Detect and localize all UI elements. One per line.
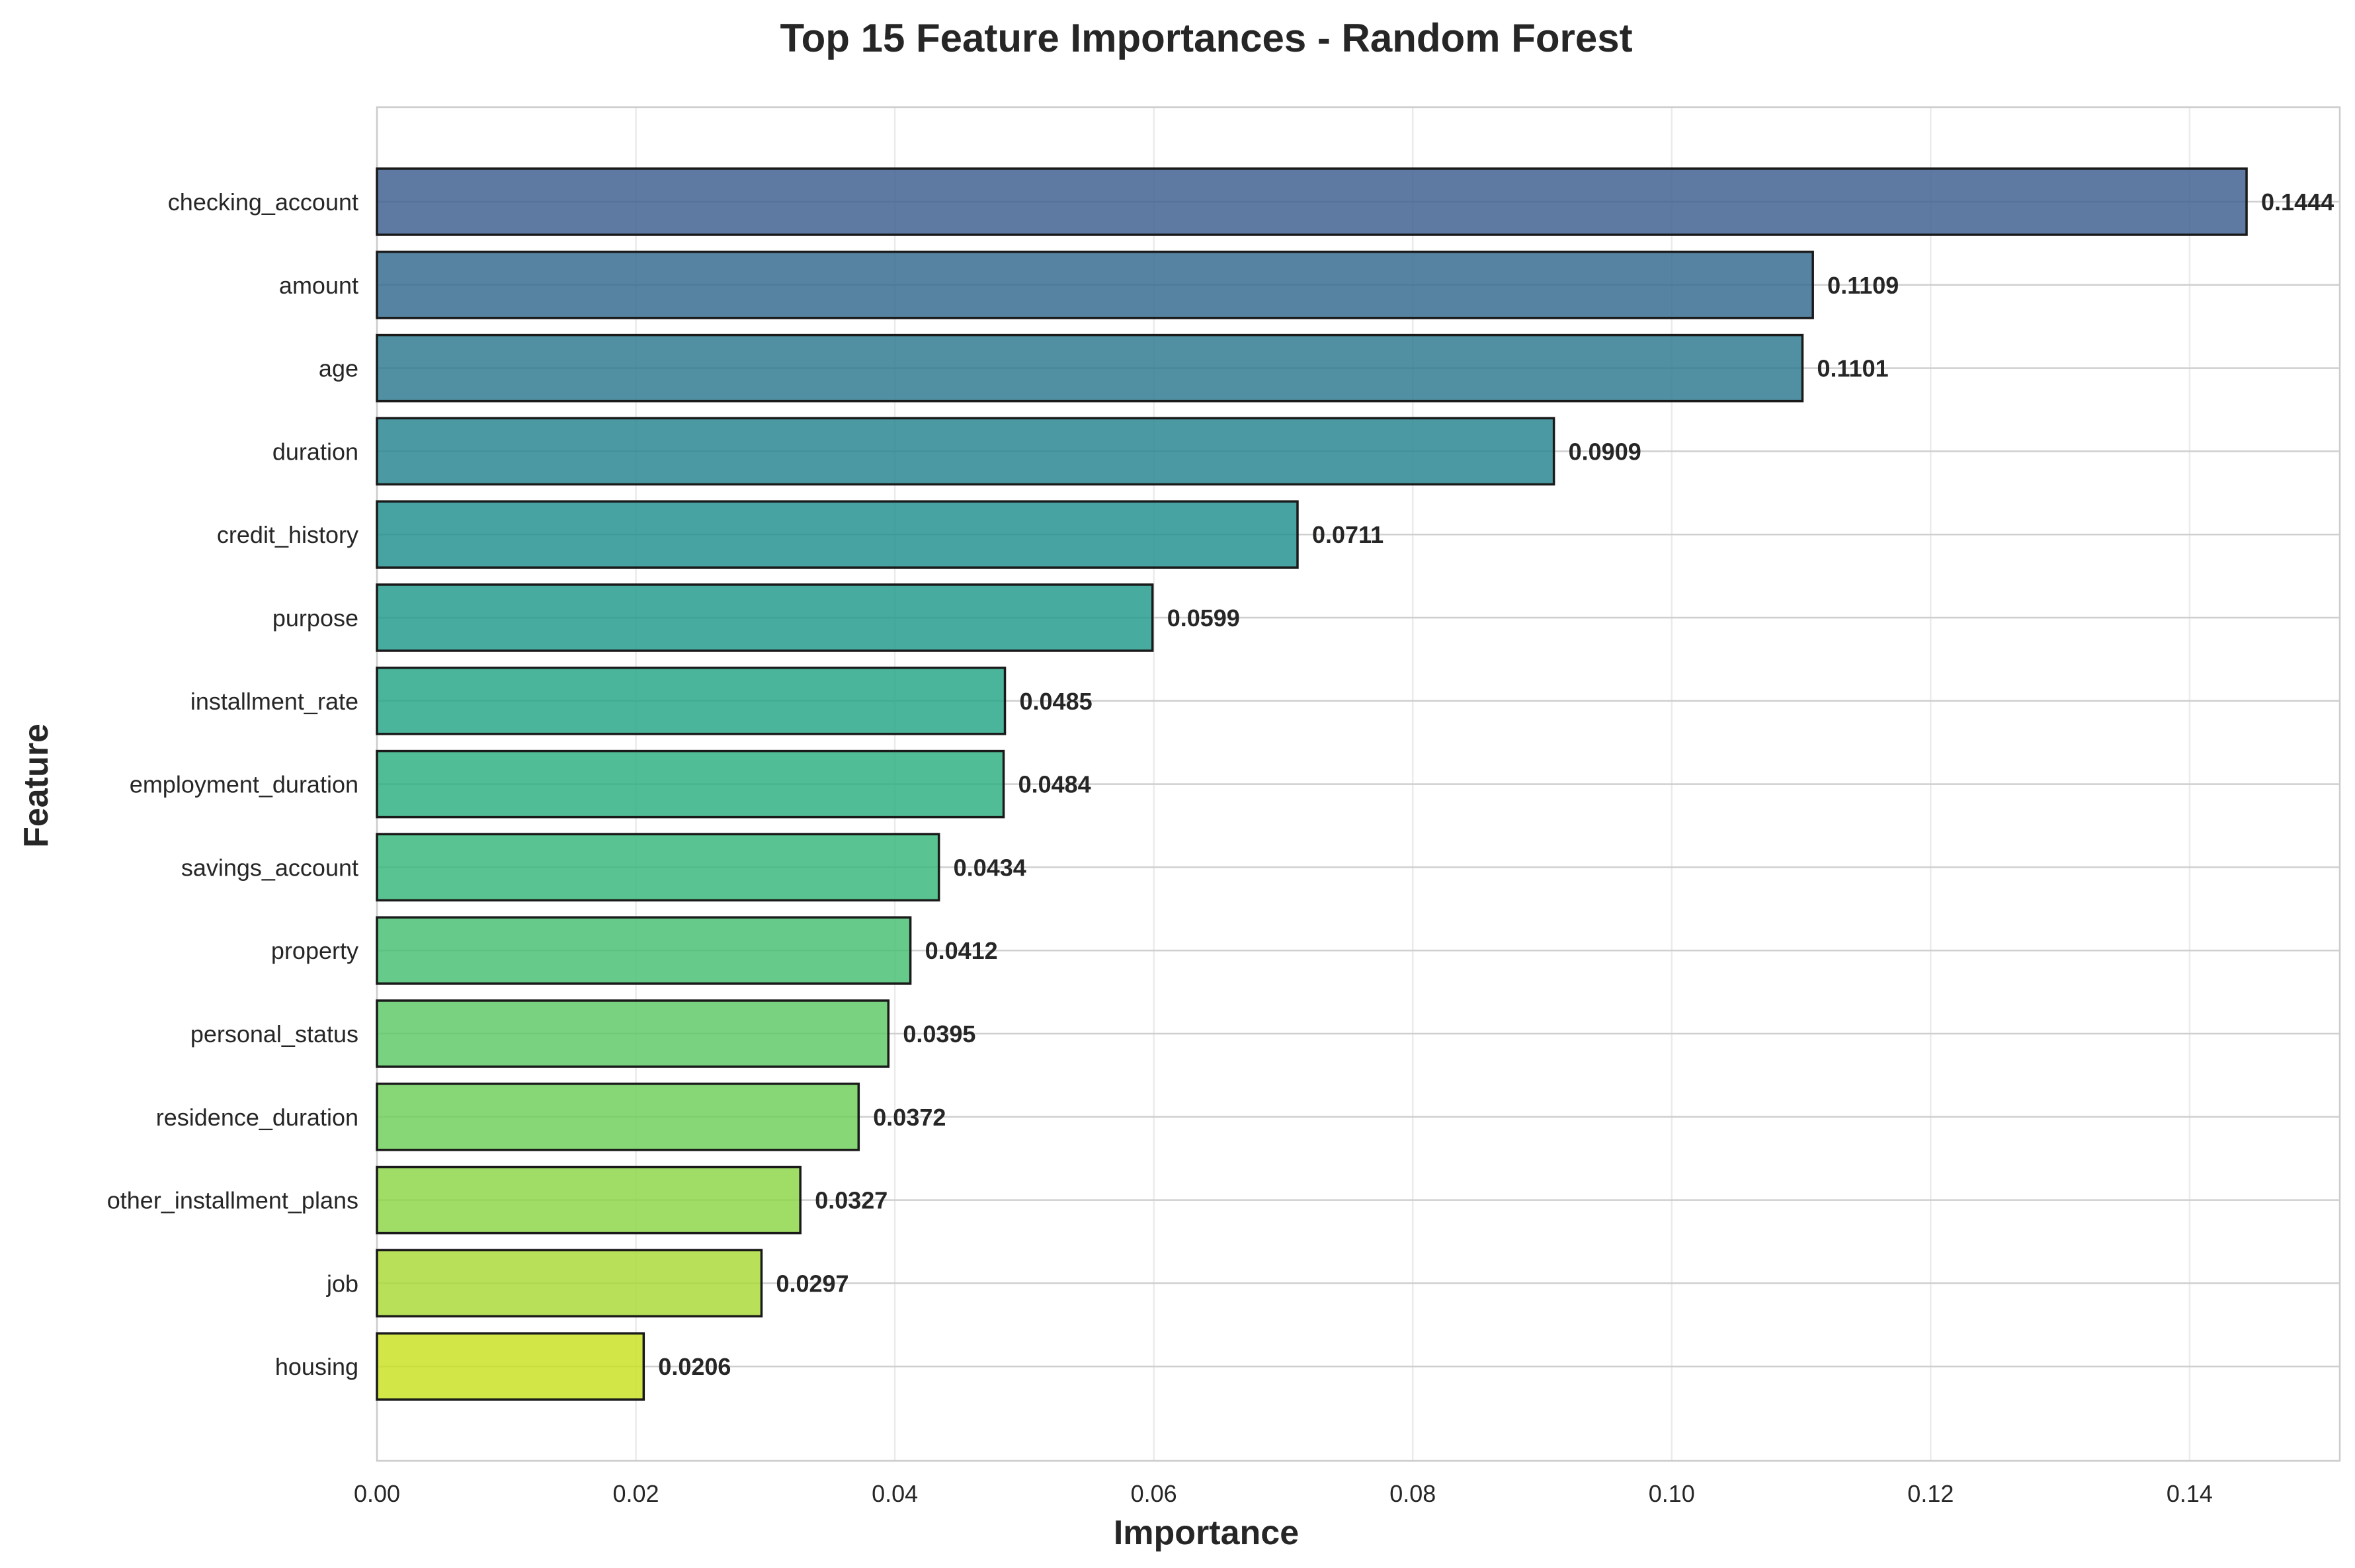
y-tick-label: employment_duration [130,771,358,798]
value-label: 0.1101 [1817,355,1889,382]
bar-personal_status [376,999,890,1068]
bar-employment_duration [376,749,1005,819]
y-tick-label: amount [279,272,358,299]
y-tick-label: residence_duration [156,1104,358,1131]
y-tick-label: personal_status [190,1020,358,1048]
bar-duration [376,417,1555,486]
x-tick-label: 0.00 [354,1480,400,1507]
value-label: 0.0372 [873,1104,946,1131]
value-label: 0.0412 [925,937,998,964]
bar-installment_rate [376,667,1007,735]
y-tick-label: housing [275,1353,358,1380]
value-label: 0.0434 [954,854,1026,881]
y-tick-label: checking_account [168,188,358,216]
x-tick-label: 0.06 [1131,1480,1177,1507]
bar-checking_account [376,167,2248,236]
y-tick-label: credit_history [217,521,358,548]
x-tick-label: 0.12 [1907,1480,1954,1507]
y-tick-label: installment_rate [190,688,358,715]
bar-residence_duration [376,1083,860,1151]
x-tick-label: 0.04 [872,1480,918,1507]
y-tick-label: other_installment_plans [107,1187,358,1214]
bar-property [376,916,912,985]
value-label: 0.0485 [1020,688,1093,715]
x-tick-label: 0.08 [1389,1480,1436,1507]
bar-job [376,1249,763,1318]
value-label: 0.0599 [1167,604,1240,632]
value-label: 0.0484 [1018,771,1091,798]
chart-title: Top 15 Feature Importances - Random Fore… [780,16,1632,60]
value-label: 0.0206 [658,1353,731,1380]
x-tick-label: 0.14 [2167,1480,2213,1507]
x-axis-label: Importance [1114,1514,1299,1552]
y-tick-label: age [319,355,358,382]
bar-other_installment_plans [376,1165,802,1235]
y-tick-label: purpose [272,604,358,632]
value-label: 0.1444 [2261,188,2334,216]
y-tick-label: property [271,937,358,964]
y-axis-label: Feature [17,723,56,848]
x-tick-label: 0.02 [613,1480,659,1507]
bar-savings_account [376,833,940,902]
value-labels: 0.1444 0.1109 0.1101 0.0909 0.0711 0.0599 0.04… [658,188,2334,1380]
bar-purpose [376,583,1154,652]
bars [376,167,2248,1401]
bar-amount [376,251,1814,319]
value-label: 0.0297 [776,1270,848,1297]
value-label: 0.1109 [1827,272,1899,299]
value-label: 0.0327 [815,1187,888,1214]
value-label: 0.0909 [1569,438,1641,465]
bar-housing [376,1332,645,1401]
y-tick-label: savings_account [181,854,358,881]
y-tick-label: duration [272,438,358,465]
y-tick-label: job [326,1270,358,1297]
value-label: 0.0395 [903,1020,975,1048]
bar-age [376,333,1804,403]
x-tick-label: 0.10 [1649,1480,1695,1507]
bar-credit_history [376,500,1299,569]
x-tick-labels: 0.00 0.02 0.04 0.06 0.08 0.10 0.12 0.14 [354,1480,2213,1507]
value-label: 0.0711 [1312,521,1384,548]
